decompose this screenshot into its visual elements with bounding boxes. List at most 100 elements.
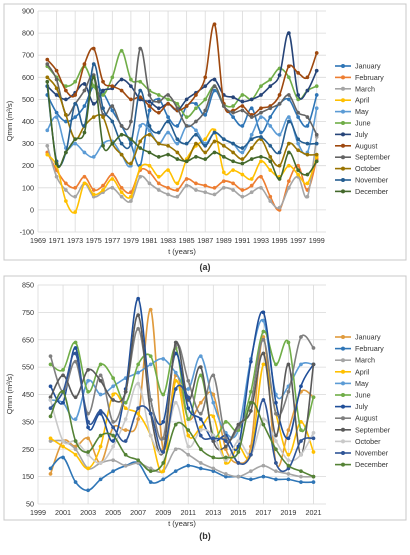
- data-point: [223, 444, 228, 449]
- data-point: [45, 143, 50, 148]
- y-tick-label: 700: [22, 51, 34, 60]
- legend-item-october: October: [335, 164, 381, 173]
- data-point: [175, 106, 180, 111]
- data-point: [198, 400, 203, 405]
- data-point: [98, 409, 103, 413]
- legend-item-february: February: [335, 344, 384, 353]
- data-point: [173, 378, 178, 383]
- legend-item-december: December: [335, 187, 389, 196]
- y-tick-label: 50: [26, 500, 34, 509]
- y-tick-label: 250: [22, 445, 34, 454]
- data-point: [223, 439, 228, 443]
- data-point: [249, 132, 254, 137]
- data-point: [54, 110, 59, 115]
- data-point: [161, 461, 166, 465]
- legend-label: January: [355, 62, 381, 71]
- data-point: [249, 177, 254, 181]
- data-point: [261, 310, 266, 315]
- data-point: [314, 84, 319, 89]
- data-point: [305, 75, 310, 80]
- series-february: [45, 150, 319, 212]
- data-point: [119, 48, 124, 53]
- data-point: [156, 188, 161, 192]
- data-point: [147, 132, 152, 137]
- data-point: [259, 159, 263, 164]
- data-point: [98, 378, 103, 383]
- data-point: [186, 395, 191, 400]
- data-point: [156, 181, 161, 186]
- data-point: [54, 93, 59, 97]
- data-point: [175, 150, 180, 155]
- data-point: [296, 141, 301, 146]
- data-point: [86, 450, 90, 454]
- y-tick-label: 600: [22, 73, 34, 82]
- data-point: [136, 411, 141, 416]
- data-point: [147, 150, 152, 155]
- data-point: [240, 93, 245, 97]
- x-tick-label: 2005: [105, 508, 121, 517]
- legend-swatch-marker: [341, 346, 345, 351]
- data-point: [91, 46, 96, 51]
- data-point: [240, 157, 245, 161]
- legend-label: December: [355, 187, 389, 196]
- data-point: [248, 389, 253, 394]
- data-point: [175, 137, 180, 142]
- data-point: [161, 450, 166, 454]
- data-point: [296, 93, 301, 97]
- data-point: [123, 389, 128, 394]
- x-tick-label: 2015: [230, 508, 246, 517]
- data-point: [211, 455, 216, 460]
- data-point: [198, 447, 203, 452]
- legend-label: May: [355, 107, 369, 116]
- data-point: [240, 146, 245, 150]
- data-point: [311, 362, 316, 367]
- data-point: [248, 409, 253, 413]
- data-point: [231, 141, 236, 146]
- data-point: [166, 101, 170, 106]
- data-point: [61, 367, 65, 372]
- x-tick-label: 1983: [160, 236, 176, 245]
- data-point: [63, 199, 68, 203]
- data-point: [175, 181, 180, 186]
- legend-item-september: September: [335, 153, 391, 162]
- data-point: [156, 174, 161, 179]
- data-point: [173, 340, 178, 345]
- data-point: [111, 444, 116, 449]
- data-point: [261, 474, 266, 479]
- series-december: [48, 389, 316, 479]
- data-point: [305, 152, 310, 157]
- data-point: [123, 428, 128, 432]
- data-point: [286, 389, 291, 394]
- data-point: [98, 392, 103, 397]
- data-point: [86, 488, 90, 493]
- data-point: [299, 362, 303, 367]
- data-point: [277, 101, 282, 106]
- x-tick-label: 1977: [104, 236, 120, 245]
- panel-label: (a): [200, 262, 211, 272]
- data-point: [221, 170, 226, 175]
- data-point: [305, 124, 310, 128]
- data-point: [221, 154, 226, 159]
- data-point: [136, 362, 141, 367]
- data-point: [156, 99, 161, 104]
- data-point: [86, 389, 90, 394]
- data-point: [198, 417, 203, 422]
- x-tick-label: 1973: [67, 236, 83, 245]
- data-point: [268, 84, 273, 89]
- data-point: [259, 93, 263, 97]
- data-point: [211, 436, 216, 441]
- data-point: [184, 159, 189, 164]
- data-point: [61, 439, 65, 443]
- data-point: [203, 190, 208, 195]
- series-september: [45, 46, 319, 137]
- legend-swatch-marker: [341, 64, 345, 68]
- data-point: [261, 398, 266, 402]
- data-point: [110, 104, 115, 108]
- legend-swatch-marker: [341, 132, 345, 137]
- x-tick-label: 1993: [253, 236, 269, 245]
- data-point: [82, 62, 87, 66]
- data-point: [82, 181, 87, 186]
- legend-label: February: [355, 344, 384, 353]
- legend-label: April: [355, 96, 370, 105]
